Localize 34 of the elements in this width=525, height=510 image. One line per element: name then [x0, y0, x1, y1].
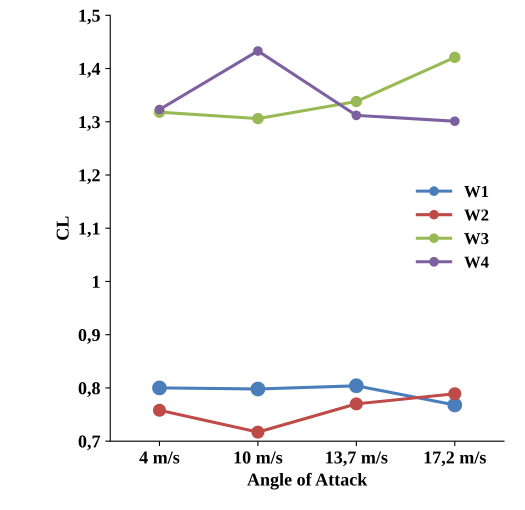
- legend-label: W1: [464, 186, 488, 198]
- y-tick-label: 0,7: [78, 435, 100, 450]
- point: [152, 404, 166, 417]
- legend-label: W4: [464, 256, 489, 268]
- point: [253, 46, 263, 56]
- point: [154, 104, 164, 114]
- point: [450, 116, 460, 126]
- y-tick-label: 1: [92, 276, 100, 288]
- point: [251, 426, 264, 439]
- x-tick-label: 17,2 m/s: [424, 451, 486, 466]
- x-tick-label: 4 m/s: [139, 452, 180, 464]
- point: [447, 398, 462, 412]
- point: [350, 397, 363, 410]
- point: [449, 52, 460, 64]
- y-tick-label: 1,4: [79, 62, 100, 78]
- x-tick-label: 13,7 m/s: [326, 451, 388, 466]
- y-axis-title: CL: [56, 216, 69, 240]
- point: [250, 382, 266, 396]
- y-tick-label: 0,8: [78, 382, 100, 397]
- y-tick-label: 1,1: [79, 222, 100, 238]
- y-tick-label: 1,2: [79, 169, 100, 184]
- point: [152, 380, 167, 396]
- x-tick-label: 10 m/s: [234, 451, 282, 464]
- x-axis-title: Angle of Attack: [247, 472, 368, 490]
- point: [351, 110, 362, 120]
- legend-label: W3: [464, 233, 488, 244]
- y-tick-label: 1,3: [79, 116, 100, 131]
- point: [348, 378, 364, 394]
- y-tick-label: 0,9: [78, 328, 100, 344]
- legend-label: W2: [464, 209, 488, 221]
- y-tick-label: 1,5: [79, 10, 100, 24]
- point: [350, 96, 362, 108]
- point: [448, 387, 462, 400]
- point: [252, 112, 264, 124]
